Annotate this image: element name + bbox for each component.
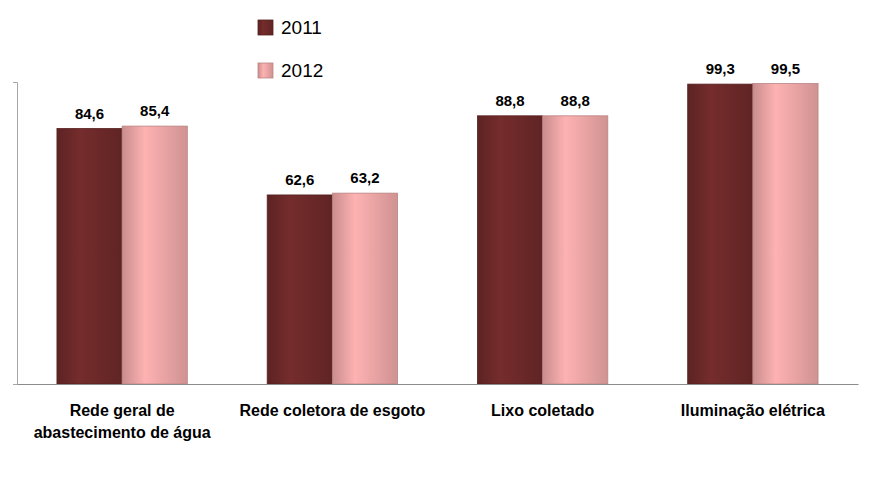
bar [688,84,753,384]
x-axis: Rede geral de abastecimento de água Rede c… [18,384,859,441]
x-tick: Lixo coletado [491,384,594,419]
x-tick-label: Rede coletora de esgoto [239,402,425,419]
bar [477,116,542,384]
bar [122,126,187,384]
legend-swatch [258,63,273,78]
data-label: 88,8 [495,92,524,109]
legend-item: 2012 [258,60,323,81]
x-tick: Rede geral de abastecimento de água [34,384,211,441]
x-tick-label-line: Rede geral de [70,402,175,419]
data-label: 99,5 [771,60,800,77]
bar [267,195,332,384]
bars [57,84,818,384]
y-axis [13,83,18,385]
legend-item: 2011 [258,17,322,38]
data-label: 62,6 [285,171,314,188]
x-tick-label-line: Rede coletora de esgoto [239,402,425,419]
y-tick-mark [13,384,17,385]
x-axis-line [18,384,859,385]
data-label: 99,3 [706,60,735,77]
x-tick-label-line: abastecimento de água [34,424,211,441]
legend: 2011 2012 [258,17,323,81]
bar [753,84,818,384]
legend-label: 2011 [281,17,322,38]
legend-label: 2012 [281,60,323,81]
x-tick-label: Rede geral de abastecimento de água [34,402,211,441]
x-tick-label-line: Lixo coletado [491,402,594,419]
data-label: 85,4 [140,102,170,119]
bar [332,193,397,384]
y-tick [13,82,17,83]
y-tick [13,384,17,385]
data-label: 63,2 [350,169,379,186]
x-tick: Iluminação elétrica [681,384,825,419]
x-tick-label: Lixo coletado [491,402,594,419]
x-tick-label: Iluminação elétrica [681,402,825,419]
bar [57,129,122,384]
legend-swatch [258,20,273,35]
x-tick-label-line: Iluminação elétrica [681,402,825,419]
chart: 84,6 62,6 88,8 99,3 85,4 63,2 88,8 99,5 Rede ger… [0,0,873,481]
data-labels: 84,6 62,6 88,8 99,3 85,4 63,2 88,8 99,5 [75,60,800,188]
y-axis-line [13,83,18,385]
y-tick-mark [13,82,17,83]
data-label: 84,6 [75,105,104,122]
data-label: 88,8 [561,92,590,109]
bar [543,116,608,384]
x-tick: Rede coletora de esgoto [239,384,425,419]
